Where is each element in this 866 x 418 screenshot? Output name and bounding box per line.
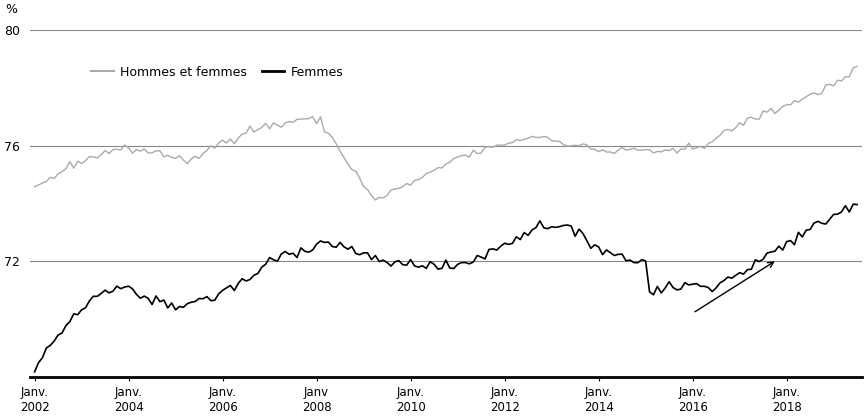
Legend: Hommes et femmes, Femmes: Hommes et femmes, Femmes xyxy=(86,61,348,84)
Text: %: % xyxy=(5,3,17,16)
